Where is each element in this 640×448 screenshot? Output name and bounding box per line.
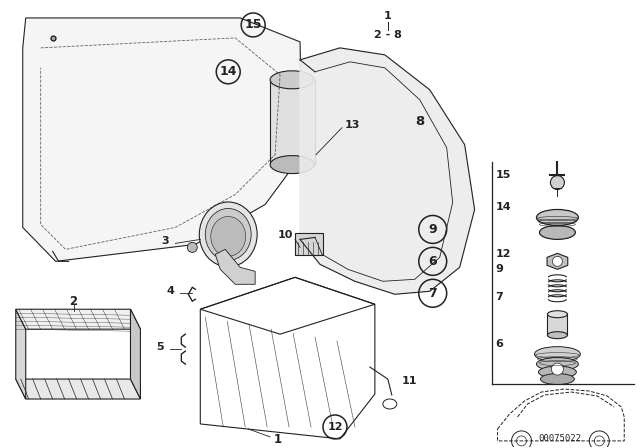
Text: 3: 3 xyxy=(161,237,169,246)
Ellipse shape xyxy=(547,311,568,318)
Ellipse shape xyxy=(270,71,314,89)
Ellipse shape xyxy=(199,202,257,267)
Text: 8: 8 xyxy=(415,115,424,128)
Text: 10: 10 xyxy=(277,230,292,241)
Circle shape xyxy=(552,256,563,267)
Text: 4: 4 xyxy=(166,286,174,296)
Text: 6: 6 xyxy=(495,339,504,349)
Polygon shape xyxy=(270,80,315,164)
Polygon shape xyxy=(23,18,302,261)
Text: 2 - 8: 2 - 8 xyxy=(374,30,402,40)
Text: 12: 12 xyxy=(495,250,511,259)
Bar xyxy=(547,313,568,335)
Text: 11: 11 xyxy=(402,376,417,386)
Text: 00075022: 00075022 xyxy=(538,435,581,444)
Text: 15: 15 xyxy=(244,18,262,31)
Text: 5: 5 xyxy=(157,342,164,352)
Circle shape xyxy=(188,242,197,252)
Text: 15: 15 xyxy=(495,169,511,180)
Text: 6: 6 xyxy=(428,255,437,268)
Text: 14: 14 xyxy=(495,202,511,212)
Text: 1: 1 xyxy=(384,11,392,21)
Ellipse shape xyxy=(536,358,579,370)
Text: 13: 13 xyxy=(344,120,360,129)
Ellipse shape xyxy=(205,208,251,260)
Ellipse shape xyxy=(211,216,246,256)
Text: 1: 1 xyxy=(274,433,282,446)
Ellipse shape xyxy=(540,225,575,239)
Circle shape xyxy=(550,176,564,190)
Text: 7: 7 xyxy=(428,287,437,300)
Polygon shape xyxy=(547,254,568,269)
Text: 7: 7 xyxy=(495,292,503,302)
Bar xyxy=(295,233,323,255)
Text: 14: 14 xyxy=(220,65,237,78)
Text: 9: 9 xyxy=(495,264,504,274)
Polygon shape xyxy=(131,309,140,399)
Ellipse shape xyxy=(536,210,579,225)
Ellipse shape xyxy=(534,347,580,362)
Polygon shape xyxy=(16,379,140,399)
Text: 2: 2 xyxy=(70,295,77,308)
Polygon shape xyxy=(16,309,26,399)
Ellipse shape xyxy=(540,374,574,384)
Text: 9: 9 xyxy=(428,223,437,236)
Text: 12: 12 xyxy=(327,422,342,432)
Polygon shape xyxy=(300,48,475,294)
Circle shape xyxy=(552,363,563,375)
Ellipse shape xyxy=(270,155,314,173)
Polygon shape xyxy=(215,250,255,284)
Ellipse shape xyxy=(538,366,577,378)
Polygon shape xyxy=(16,309,140,329)
Ellipse shape xyxy=(547,332,568,339)
